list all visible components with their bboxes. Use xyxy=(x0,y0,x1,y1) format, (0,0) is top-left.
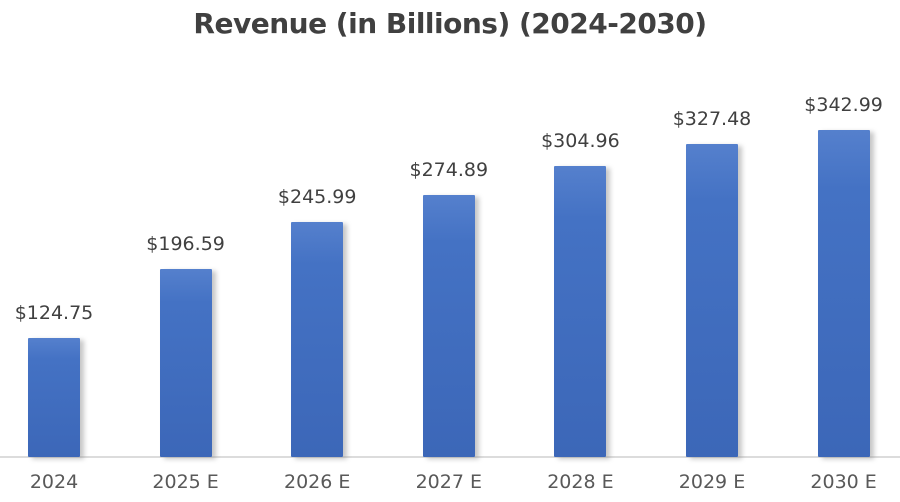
bar-2025-e xyxy=(159,269,212,457)
bar-2027-e xyxy=(422,195,475,457)
x-tick-2024: 2024 xyxy=(29,471,79,493)
data-label-2029-e: $327.48 xyxy=(672,108,752,130)
data-label-2024: $124.75 xyxy=(14,302,94,324)
chart-title: Revenue (in Billions) (2024-2030) xyxy=(193,7,707,40)
x-tick-2027-e: 2027 E xyxy=(415,471,482,493)
bar-2029-e xyxy=(686,144,738,457)
data-label-2025-e: $196.59 xyxy=(146,233,225,255)
bar-2030-e xyxy=(817,130,870,457)
data-label-2026-e: $245.99 xyxy=(277,186,357,208)
data-label-2028-e: $304.96 xyxy=(541,130,620,152)
bar-2026-e xyxy=(291,222,344,457)
data-label-2030-e: $342.99 xyxy=(804,94,883,116)
x-tick-2025-e: 2025 E xyxy=(152,471,219,493)
bar-2024 xyxy=(28,338,80,457)
data-label-2027-e: $274.89 xyxy=(409,159,489,181)
x-axis-line xyxy=(0,456,900,458)
x-tick-2026-e: 2026 E xyxy=(283,471,351,493)
bar-2028-e xyxy=(554,166,607,457)
x-tick-2028-e: 2028 E xyxy=(547,471,614,493)
x-tick-2030-e: 2030 E xyxy=(810,471,877,493)
x-tick-2029-e: 2029 E xyxy=(678,471,746,493)
